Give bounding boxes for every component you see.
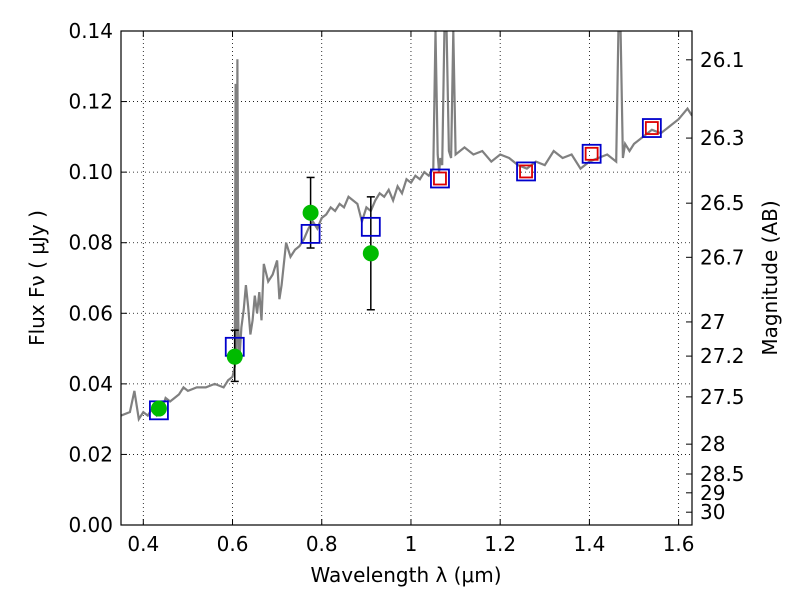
y2-tick-label: 27 <box>700 310 725 334</box>
model-flux-marker <box>300 223 321 244</box>
y-tick-label: 0.00 <box>68 513 113 537</box>
y-tick-label: 0.10 <box>68 160 113 184</box>
model-flux-marker <box>641 118 662 138</box>
x-tick-label: 1.2 <box>484 532 516 556</box>
y2-tick-label: 29 <box>700 481 725 505</box>
y2-tick-label: 26.5 <box>700 191 745 215</box>
model-flux-marker <box>430 168 450 189</box>
y2-tick-label: 26.7 <box>700 245 745 269</box>
y2-tick-label: 30 <box>700 500 725 524</box>
model-flux-marker <box>516 161 536 182</box>
y2-tick-label: 26.3 <box>700 126 745 150</box>
model-flux-marker <box>360 216 381 237</box>
y2-tick-label: 26.1 <box>700 48 745 72</box>
plot-frame <box>120 30 693 526</box>
model-flux-marker-red <box>584 146 599 161</box>
x-tick-label: 0.4 <box>127 532 159 556</box>
x-axis-label: Wavelength λ (μm) <box>310 563 501 587</box>
x-tick-label: 0.6 <box>217 532 249 556</box>
y-tick-label: 0.08 <box>68 231 113 255</box>
observed-flux-point <box>362 245 379 262</box>
y2-tick-label: 28 <box>700 432 725 456</box>
y-axis-label: Flux Fν ( μJy ) <box>25 210 49 346</box>
y-tick-label: 0.12 <box>68 90 113 114</box>
observed-flux-point <box>302 204 319 221</box>
model-flux-marker-red <box>644 121 659 135</box>
y2-tick-label: 27.2 <box>700 344 745 368</box>
y-tick-label: 0.14 <box>68 19 113 43</box>
x-tick-label: 1 <box>405 532 418 556</box>
model-flux-marker-red <box>433 171 447 186</box>
x-tick-label: 1.6 <box>663 532 695 556</box>
observed-flux-point <box>226 348 243 365</box>
grid-lines <box>121 30 692 526</box>
spectrum-line <box>121 31 692 423</box>
x-tick-label: 0.8 <box>306 532 338 556</box>
axes: 0.4 0.6 0.8 1 1.2 1.4 1.6 0.00 0.02 0.04 0.06 0.08 0… <box>68 19 744 556</box>
observed-flux-point <box>150 400 167 417</box>
model-flux-marker-red <box>519 164 533 179</box>
y2-tick-label: 28.5 <box>700 462 745 486</box>
y-tick-label: 0.04 <box>68 372 113 396</box>
x-tick-label: 1.4 <box>573 532 605 556</box>
model-flux-marker <box>581 143 602 164</box>
y2-tick-label: 27.5 <box>700 385 745 409</box>
y-tick-label: 0.06 <box>68 301 113 325</box>
y2-axis-label: Magnitude (AB) <box>758 200 782 355</box>
plot-area <box>121 31 692 423</box>
y-tick-label: 0.02 <box>68 442 113 466</box>
